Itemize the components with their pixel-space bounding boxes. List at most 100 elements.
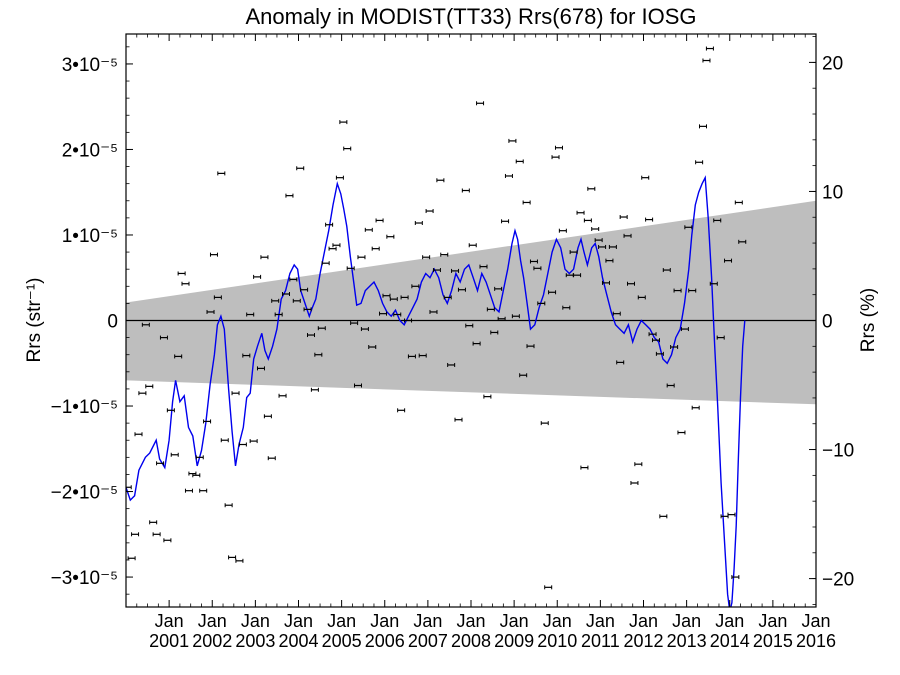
x-tick-month-label: Jan <box>413 611 442 631</box>
y-left-tick-label: −1•10⁻⁵ <box>51 397 118 418</box>
x-tick-year-label: 2003 <box>235 631 275 651</box>
x-tick-year-label: 2001 <box>149 631 189 651</box>
data-point <box>637 295 646 300</box>
y-axis-label-right: Rrs (%) <box>858 288 879 352</box>
data-point <box>594 238 603 243</box>
data-point <box>662 268 671 273</box>
data-point <box>170 452 179 457</box>
data-point <box>605 258 614 263</box>
data-point <box>432 268 441 273</box>
data-point <box>677 430 686 435</box>
x-tick-month-label: Jan <box>801 611 830 631</box>
x-tick-month-label: Jan <box>370 611 399 631</box>
data-point <box>260 255 269 260</box>
data-point <box>199 488 208 493</box>
data-point <box>691 405 700 410</box>
data-point <box>652 338 661 343</box>
data-point <box>634 462 643 467</box>
data-point <box>436 178 445 183</box>
data-point <box>558 228 567 233</box>
data-point <box>325 222 334 227</box>
y-axis-label-left: Rrs (str⁻¹) <box>24 278 45 363</box>
data-point <box>454 417 463 422</box>
data-point <box>163 538 172 543</box>
data-point <box>159 335 168 340</box>
x-tick-year-label: 2006 <box>365 631 405 651</box>
data-point <box>203 419 212 424</box>
data-point <box>141 322 150 327</box>
data-point <box>328 246 337 251</box>
data-point <box>332 243 341 248</box>
data-point <box>131 532 140 537</box>
data-point <box>364 227 373 232</box>
data-point <box>616 360 625 365</box>
y-left-tick-label: −2•10⁻⁵ <box>51 483 118 504</box>
data-point <box>465 323 474 328</box>
y-left-tick-label: 1•10⁻⁵ <box>62 226 118 247</box>
data-point <box>404 318 413 323</box>
data-point <box>702 58 711 63</box>
axis-ticks: 3•10⁻⁵ 2•10⁻⁵ 1•10⁻⁵ 0 −1•10⁻⁵ −2•10⁻⁵ −3•10⁻⁵… <box>51 34 854 651</box>
data-point <box>149 520 158 525</box>
data-point <box>587 186 596 191</box>
data-point <box>126 485 132 490</box>
data-point <box>670 345 679 350</box>
data-point <box>695 160 704 165</box>
data-point <box>278 393 287 398</box>
data-point <box>267 456 276 461</box>
x-tick-month-label: Jan <box>500 611 529 631</box>
data-point <box>562 305 571 310</box>
data-point <box>440 252 449 257</box>
data-point <box>551 155 560 160</box>
x-tick-year-label: 2010 <box>537 631 577 651</box>
data-point <box>166 408 175 413</box>
data-point <box>209 252 218 257</box>
data-point <box>519 373 528 378</box>
data-point <box>680 327 689 332</box>
data-point <box>494 286 503 291</box>
data-point <box>623 233 632 238</box>
data-point <box>335 175 344 180</box>
data-point <box>508 138 517 143</box>
data-point <box>242 353 251 358</box>
data-point <box>346 266 355 271</box>
data-point <box>281 291 290 296</box>
data-point <box>486 307 495 312</box>
x-tick-month-label: Jan <box>629 611 658 631</box>
data-point <box>447 362 456 367</box>
data-point <box>709 281 718 286</box>
data-point <box>457 287 466 292</box>
data-point <box>246 312 255 317</box>
y-left-tick-label: −3•10⁻⁵ <box>51 568 118 589</box>
data-point <box>371 246 380 251</box>
data-point <box>350 321 359 326</box>
data-point <box>177 271 186 276</box>
data-point <box>224 503 233 508</box>
data-point <box>357 255 366 260</box>
x-tick-month-label: Jan <box>198 611 227 631</box>
data-point <box>504 173 513 178</box>
data-point <box>386 234 395 239</box>
x-tick-month-label: Jan <box>155 611 184 631</box>
data-point <box>206 309 215 314</box>
data-point <box>648 332 657 337</box>
x-tick-month-label: Jan <box>543 611 572 631</box>
data-point <box>548 290 557 295</box>
data-point <box>598 244 607 249</box>
data-point <box>626 281 635 286</box>
data-point <box>256 366 265 371</box>
data-point <box>490 330 499 335</box>
x-tick-year-label: 2002 <box>192 631 232 651</box>
data-point <box>731 575 740 580</box>
data-point <box>476 101 485 106</box>
data-point <box>591 226 600 231</box>
data-point <box>497 316 506 321</box>
data-point <box>705 46 714 51</box>
data-point <box>418 353 427 358</box>
data-point <box>699 124 708 129</box>
data-point <box>601 280 610 285</box>
data-point <box>734 200 743 205</box>
x-tick-year-label: 2016 <box>796 631 836 651</box>
data-point <box>533 266 542 271</box>
data-point <box>630 480 639 485</box>
